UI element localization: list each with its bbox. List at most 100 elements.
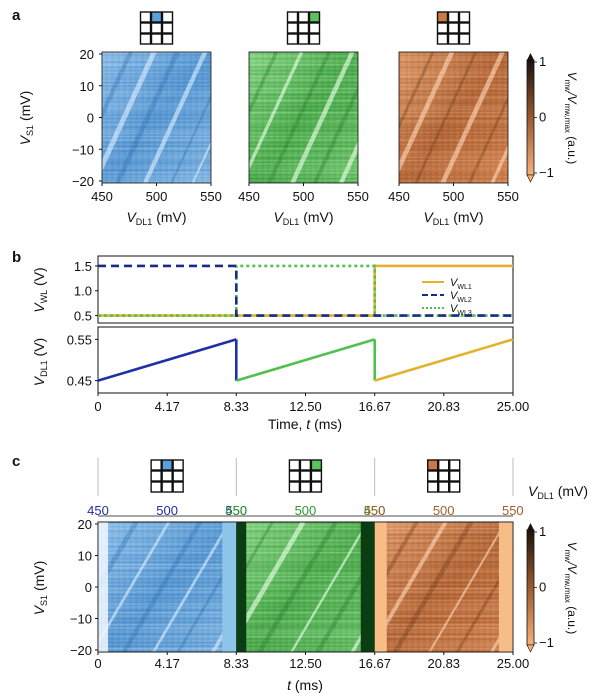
grid-cell [288,459,301,471]
noise [399,52,508,183]
x-axis-label-b: Time, t (ms) [268,416,342,432]
grid-cell [447,11,460,23]
legend-label: VWL3 [450,303,472,317]
grid-cell [139,11,152,23]
grid-cell [286,22,299,34]
y-tick-label: −10 [70,612,92,627]
colorbar-c [526,523,537,653]
colorbar-tick-label: 1 [539,524,546,539]
grid-cell [436,11,449,23]
series-line-vwl3 [98,264,513,317]
grid-cell [310,459,323,471]
grid-cell [437,481,450,493]
ramp-segment-2 [235,338,376,382]
colorbar-tick-label: −1 [539,165,554,180]
grid-icon-c [288,459,323,493]
grid-cell [161,33,174,45]
vdl-tick-label: 500 [156,503,178,518]
y-tick-label: 0.5 [74,309,92,324]
legend-label: VWL2 [450,290,472,304]
y-axis-label-a: VS1 (mV) [17,91,35,146]
y-tick-label: −10 [72,142,94,157]
grid-cell [426,470,439,482]
vdl-tick-label: 550 [364,503,386,518]
y-tick-label: −20 [72,174,94,189]
y-tick-label: 20 [80,47,94,62]
x-tick-label: 0 [94,656,101,671]
x-tick-label: 550 [347,189,369,204]
heatmap-a0 [101,51,212,184]
grid-cell [458,11,471,23]
noise [249,52,358,183]
heatmap-a2 [398,51,509,184]
grid-cell [161,11,174,23]
grid-cell [308,33,321,45]
vdl-tick-label: 500 [433,503,455,518]
legend-label: VWL1 [450,277,472,291]
y-tick-label: 0.55 [67,332,92,347]
grid-cell [161,22,174,34]
y-tick-label: −20 [70,643,92,658]
x-axis-label-a: VDL1 (mV) [273,209,333,227]
x-tick-label: 8.33 [224,656,249,671]
grid-cell [172,459,184,471]
noise [102,52,211,183]
x-tick-label: 500 [443,189,465,204]
x-tick-label: 550 [200,189,222,204]
edge-band [222,522,237,652]
grid-cell [447,33,460,45]
series-line-vwl2 [98,264,513,317]
x-tick-label: 16.67 [358,399,391,414]
y-tick-label: 0 [87,111,94,126]
panel-label-c: c [12,453,20,470]
noise [374,522,513,652]
grid-cell [308,11,321,23]
x-tick-label: 12.50 [289,656,322,671]
y-axis-label-c: VS1 (mV) [31,561,49,616]
edge-band [499,522,513,652]
x-tick-label: 20.83 [428,656,461,671]
y-axis-label-b-top: VWL (V) [31,267,49,312]
grid-icon-a [286,11,321,45]
grid-cell [437,470,450,482]
grid-cell [437,459,450,471]
colorbar-arrow-top [527,53,534,60]
grid-cell [286,33,299,45]
grid-cell [447,22,460,34]
noise [98,522,237,652]
colorbar-tick-label: −1 [539,635,554,650]
grid-cell [139,22,152,34]
x-tick-label: 450 [91,189,113,204]
grid-cell [297,33,310,45]
x-tick-label: 8.33 [224,399,249,414]
y-tick-label: 10 [78,549,92,564]
grid-cell [448,470,461,482]
x-tick-label: 25.00 [497,656,530,671]
colorbar-body [526,59,535,176]
grid-cell [161,481,173,493]
x-tick-label: 500 [146,189,168,204]
vdl-tick-label: 550 [225,503,247,518]
grid-cell [299,459,312,471]
grid-cell [426,481,439,493]
ramp-segment-3 [374,338,514,382]
vdl-tick-label: 550 [502,503,524,518]
grid-cell [299,470,312,482]
y-tick-label: 1.5 [74,259,92,274]
vdl-tick-label: 450 [225,503,247,518]
x-tick-label: 550 [497,189,519,204]
colorbar-body [526,529,535,646]
grid-cell [288,470,301,482]
x-axis-label-a: VDL1 (mV) [423,209,483,227]
x-tick-label: 25.00 [497,399,530,414]
colorbar-arrow-bottom [526,174,535,183]
x-tick-label: 450 [388,189,410,204]
grid-cell [139,33,152,45]
panel-label-a: a [12,7,21,24]
colorbar-arrow-top [527,523,534,530]
noise [236,522,375,652]
grid-cell [448,459,461,471]
grid-cell [150,481,162,493]
grid-cell [308,22,321,34]
